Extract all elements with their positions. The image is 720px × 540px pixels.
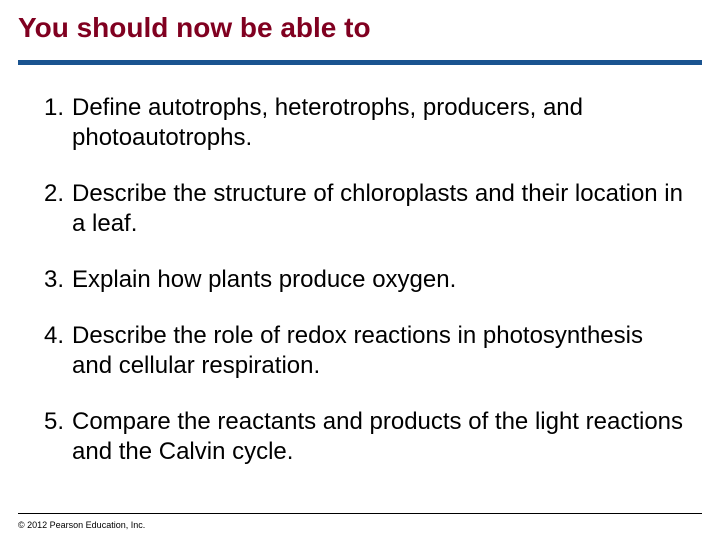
title-area: You should now be able to xyxy=(0,0,720,52)
objective-item: 2. Describe the structure of chloroplast… xyxy=(36,179,684,239)
objective-number: 1. xyxy=(36,93,64,123)
objective-text: Describe the role of redox reactions in … xyxy=(72,321,684,381)
objective-item: 3. Explain how plants produce oxygen. xyxy=(36,265,684,295)
objective-item: 4. Describe the role of redox reactions … xyxy=(36,321,684,381)
objective-item: 5. Compare the reactants and products of… xyxy=(36,407,684,467)
footer-rule xyxy=(18,513,702,514)
objective-number: 4. xyxy=(36,321,64,351)
objective-text: Describe the structure of chloroplasts a… xyxy=(72,179,684,239)
objective-number: 2. xyxy=(36,179,64,209)
objective-text: Define autotrophs, heterotrophs, produce… xyxy=(72,93,684,153)
objective-text: Compare the reactants and products of th… xyxy=(72,407,684,467)
objective-number: 3. xyxy=(36,265,64,295)
objective-item: 1. Define autotrophs, heterotrophs, prod… xyxy=(36,93,684,153)
page-title: You should now be able to xyxy=(18,12,702,44)
objectives-list: 1. Define autotrophs, heterotrophs, prod… xyxy=(0,65,720,503)
objective-text: Explain how plants produce oxygen. xyxy=(72,265,684,295)
objective-number: 5. xyxy=(36,407,64,437)
copyright-text: © 2012 Pearson Education, Inc. xyxy=(18,520,145,530)
